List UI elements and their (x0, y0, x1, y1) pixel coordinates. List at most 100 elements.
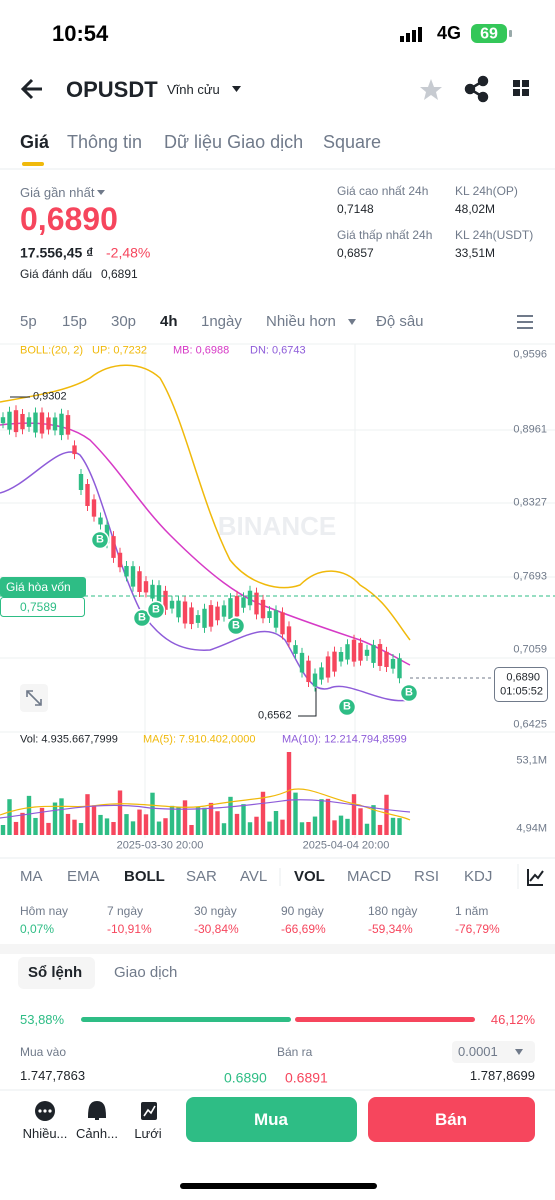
candle-body (33, 412, 38, 433)
candle-body (306, 660, 311, 683)
period-label: 90 ngày (281, 903, 324, 918)
boll-label: UP: 0,7232 (92, 344, 148, 357)
grid-menu[interactable] (513, 80, 529, 96)
stat-label: Giá cao nhất 24h (337, 183, 429, 198)
precision-arrow (515, 1049, 523, 1055)
more-arrow[interactable] (348, 319, 356, 325)
nav-label[interactable]: Cảnh... (76, 1126, 118, 1142)
stat-value: 0,7148 (337, 201, 374, 216)
candle-body (299, 652, 305, 673)
nav-label[interactable]: Nhiều... (22, 1126, 68, 1142)
candle-body (65, 415, 71, 435)
sell-label[interactable]: Bán (434, 1109, 468, 1129)
volume-bar (26, 795, 32, 835)
candle-body (228, 598, 233, 619)
back-button[interactable] (20, 78, 42, 100)
trade-marker-label: B (405, 686, 413, 699)
more-dots (38, 1109, 52, 1113)
volume-bar (65, 813, 71, 835)
candle-body (137, 571, 142, 592)
buy-button[interactable] (186, 1097, 357, 1142)
volume-bar (182, 800, 188, 835)
y-tick-label: 0,7059 (513, 643, 547, 656)
volume-bar (208, 802, 214, 835)
candle-body (169, 600, 175, 609)
trade-marker (132, 608, 152, 628)
interval[interactable]: 5p (20, 313, 37, 330)
alert-icon[interactable] (87, 1100, 107, 1120)
volume-bar (33, 817, 38, 835)
candle-body (91, 499, 97, 517)
trade-marker (337, 697, 357, 717)
boll-upper (0, 364, 411, 641)
favorite-star[interactable] (420, 79, 442, 100)
boll-label: MB: 0,6988 (173, 344, 230, 357)
symbol: OPUSDT (66, 76, 158, 102)
indicator-settings[interactable] (527, 869, 544, 886)
contract-type[interactable]: Vĩnh cửu (167, 82, 220, 98)
tab[interactable]: Dữ liệu Giao dịch (164, 132, 304, 153)
orderbook-tab[interactable]: Sổ lệnh (28, 964, 83, 981)
precision-select[interactable] (452, 1041, 535, 1063)
dropdown-arrow[interactable] (232, 86, 241, 92)
candle-body (332, 651, 337, 672)
chart-settings[interactable] (517, 315, 533, 329)
indicator[interactable]: AVL (240, 868, 268, 885)
volume-bar (150, 792, 155, 835)
interval[interactable]: Nhiều hơn (266, 313, 336, 330)
buy-label[interactable]: Mua (254, 1109, 288, 1129)
tab[interactable]: Giá (20, 132, 50, 153)
interval[interactable]: 15p (62, 313, 88, 330)
volume-bar (156, 821, 162, 835)
low-note: 0,6562 (258, 709, 292, 722)
interval[interactable]: 4h (160, 313, 178, 330)
interval[interactable]: 30p (111, 313, 137, 330)
indicator[interactable]: MA (20, 868, 43, 885)
stat-label: KL 24h(USDT) (455, 227, 534, 242)
y-tick-label: 53,1M (516, 754, 547, 767)
volume-bar (254, 816, 259, 835)
candle-body (338, 652, 344, 662)
trades-tab[interactable]: Giao dịch (114, 964, 178, 981)
x-tick-label: 2025-04-04 20:00 (302, 839, 390, 852)
volume-bar (384, 794, 389, 835)
volume-bar (59, 798, 64, 835)
candle-body (78, 474, 84, 490)
trade-marker (146, 600, 166, 620)
period-label: Hôm nay (20, 903, 69, 918)
volume-bar (169, 805, 175, 835)
boll-label: BOLL:(20, 2) (20, 344, 83, 357)
sell-button[interactable] (368, 1097, 535, 1142)
trade-marker (226, 616, 246, 636)
candle-body (260, 599, 266, 619)
candles (0, 405, 402, 692)
indicator[interactable]: RSI (414, 868, 440, 885)
nav-label[interactable]: Lưới (134, 1126, 162, 1142)
indicator[interactable]: MACD (347, 868, 392, 885)
indicator[interactable]: VOL (294, 868, 325, 885)
interval[interactable]: 1ngày (201, 313, 242, 330)
indicator[interactable]: EMA (67, 868, 100, 885)
grid-bot-glyph (143, 1105, 156, 1117)
indicator[interactable]: BOLL (124, 868, 165, 885)
stat-label: KL 24h(OP) (455, 183, 518, 198)
period-change: -76,79% (455, 921, 500, 936)
candle-body (221, 605, 227, 617)
share-button[interactable] (464, 75, 489, 103)
breakeven-label: Giá hòa vốn (6, 579, 71, 594)
tab[interactable]: Square (323, 132, 382, 153)
orderbook-tab-bg[interactable] (18, 957, 95, 989)
volume-bar (286, 752, 292, 835)
indicator[interactable]: KDJ (464, 868, 493, 885)
volume-bar (91, 805, 97, 835)
label-arrow (97, 190, 105, 195)
candle-body (384, 651, 389, 668)
last-price-label: Giá gần nhất (20, 185, 95, 201)
volume-bar (39, 807, 45, 835)
indicator[interactable]: SAR (186, 868, 217, 885)
interval[interactable]: Độ sâu (376, 313, 424, 330)
candle-body (13, 410, 19, 433)
candle-body (124, 565, 129, 577)
tab[interactable]: Thông tin (67, 132, 143, 153)
volume-label: Vol: 4.935.667,7999 (20, 733, 118, 746)
